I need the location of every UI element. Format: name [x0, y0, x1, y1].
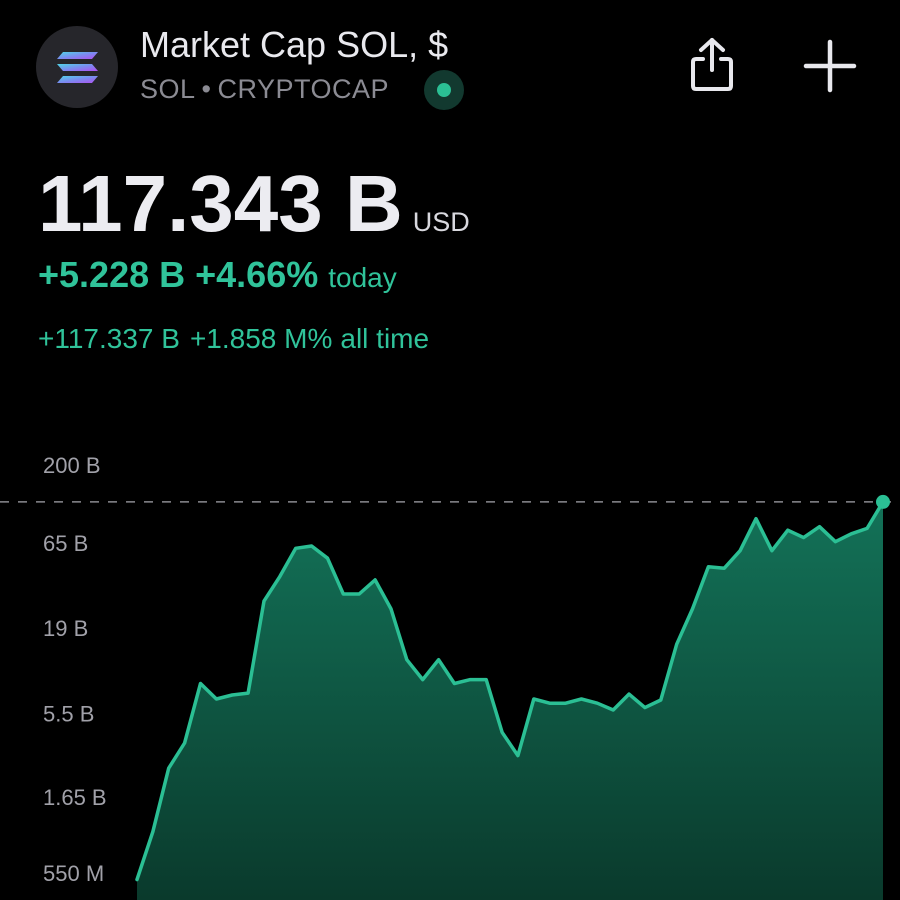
- share-icon: [691, 38, 733, 91]
- y-tick-label: 65 B: [43, 531, 88, 556]
- symbol-label: SOL: [140, 74, 196, 104]
- last-point-marker[interactable]: [876, 494, 890, 509]
- separator-dot: •: [201, 74, 212, 104]
- series-line: [135, 500, 885, 882]
- y-tick-label: 5.5 B: [43, 702, 94, 727]
- y-tick-label: 19 B: [43, 616, 88, 641]
- change-today-label: today: [328, 262, 397, 293]
- change-today: +5.228 B +4.66% today: [38, 254, 397, 296]
- currency-label: USD: [412, 207, 470, 237]
- y-tick-label: 1.65 B: [43, 785, 107, 810]
- y-axis-ticks: 200 B 65 B 19 B 5.5 B 1.65 B 550 M: [43, 453, 107, 886]
- current-value: 117.343 B USD: [38, 158, 470, 250]
- market-cap-value: 117.343 B: [38, 159, 403, 248]
- solana-logo-graphic: [57, 52, 98, 83]
- change-all-time: +117.337 B +1.858 M% all time: [38, 323, 429, 355]
- change-today-abs: +5.228 B: [38, 254, 186, 295]
- area-fill: [137, 501, 883, 900]
- y-tick-label: 550 M: [43, 861, 104, 886]
- y-tick-label: 200 B: [43, 453, 101, 478]
- change-all-pct: +1.858 M%: [189, 323, 333, 354]
- change-today-pct: +4.66%: [195, 254, 319, 295]
- plus-icon: [803, 39, 857, 93]
- live-status-dot-icon: [424, 70, 464, 110]
- market-cap-chart[interactable]: 200 B 65 B 19 B 5.5 B 1.65 B 550 M: [0, 440, 900, 900]
- share-button[interactable]: [686, 36, 738, 96]
- page-title: Market Cap SOL, $: [140, 24, 449, 65]
- exchange-label: CRYPTOCAP: [217, 74, 390, 104]
- symbol-exchange-line: SOL • CRYPTOCAP: [140, 74, 389, 105]
- header: Market Cap SOL, $ SOL • CRYPTOCAP: [0, 0, 900, 130]
- add-button[interactable]: [800, 36, 860, 96]
- change-all-label: all time: [340, 323, 430, 354]
- change-all-abs: +117.337 B: [38, 323, 180, 354]
- chart-svg[interactable]: 200 B 65 B 19 B 5.5 B 1.65 B 550 M: [0, 440, 900, 900]
- solana-logo-icon: [36, 26, 118, 108]
